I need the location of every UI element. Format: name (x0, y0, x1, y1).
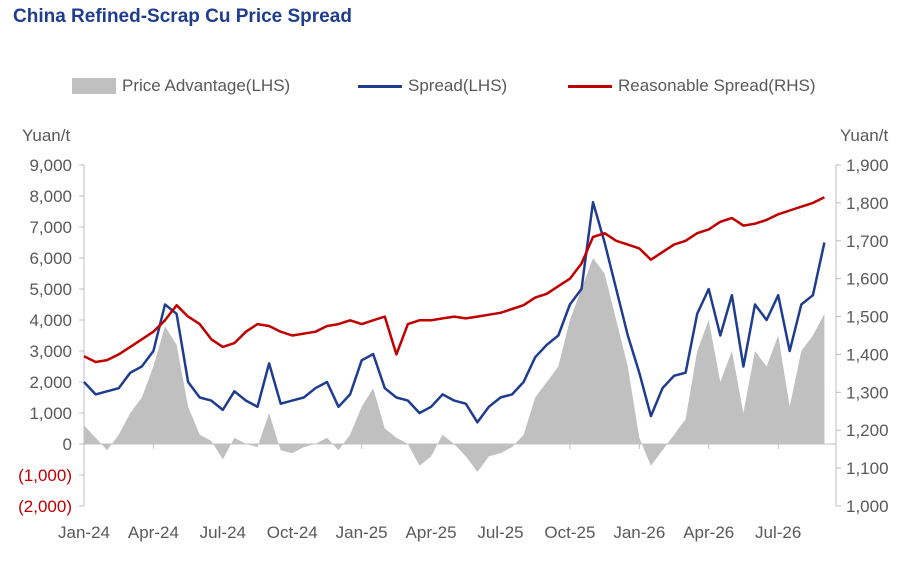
x-tick-label: Apr-26 (683, 523, 734, 542)
x-tick-label: Jul-24 (200, 523, 246, 542)
series-reasonable-spread-line (83, 196, 825, 364)
x-tick-label: Jan-24 (58, 523, 110, 542)
left-tick-label: 2,000 (29, 373, 72, 392)
left-tick-label: 0 (63, 435, 72, 454)
left-tick-label: 5,000 (29, 280, 72, 299)
left-tick-label: 9,000 (29, 156, 72, 175)
right-tick-label: 1,400 (846, 345, 889, 364)
legend-item-spread: Spread(LHS) (358, 76, 507, 96)
left-tick-label: 6,000 (29, 249, 72, 268)
x-tick-label: Apr-25 (406, 523, 457, 542)
right-tick-label: 1,700 (846, 232, 889, 251)
chart-title: China Refined-Scrap Cu Price Spread (13, 6, 352, 27)
right-tick-label: 1,600 (846, 270, 889, 289)
legend-label-price-advantage: Price Advantage(LHS) (122, 76, 291, 95)
x-tick-label: Jul-26 (755, 523, 801, 542)
x-tick-label: Oct-24 (267, 523, 318, 542)
legend-item-price-advantage: Price Advantage(LHS) (72, 76, 290, 96)
left-tick-label: 3,000 (29, 342, 72, 361)
right-axis-unit: Yuan/t (840, 126, 889, 145)
left-tick-label: 1,000 (29, 404, 72, 423)
legend-label-spread: Spread(LHS) (408, 76, 508, 95)
legend-label-reasonable-spread: Reasonable Spread(RHS) (618, 76, 816, 95)
legend-item-reasonable-spread: Reasonable Spread(RHS) (568, 76, 816, 96)
legend-swatch-area (72, 78, 116, 94)
x-tick-label: Apr-24 (128, 523, 179, 542)
right-tick-label: 1,200 (846, 421, 889, 440)
left-tick-label: 4,000 (29, 311, 72, 330)
left-tick-label: (1,000) (18, 466, 72, 485)
x-tick-label: Jan-26 (613, 523, 665, 542)
x-tick-label: Jan-25 (336, 523, 388, 542)
left-axis-unit: Yuan/t (22, 126, 71, 145)
series-price-advantage-area (84, 258, 825, 472)
left-tick-label: 8,000 (29, 187, 72, 206)
right-tick-label: 1,800 (846, 194, 889, 213)
right-tick-label: 1,000 (846, 497, 889, 516)
right-tick-label: 1,500 (846, 308, 889, 327)
right-tick-label: 1,100 (846, 459, 889, 478)
right-tick-label: 1,300 (846, 383, 889, 402)
left-tick-label: 7,000 (29, 218, 72, 237)
legend-swatch-reasonable (568, 84, 612, 88)
x-tick-label: Oct-25 (544, 523, 595, 542)
left-tick-label: (2,000) (18, 497, 72, 516)
x-tick-label: Jul-25 (477, 523, 523, 542)
right-tick-label: 1,900 (846, 156, 889, 175)
series-spread-line (83, 200, 826, 424)
legend: Price Advantage(LHS) Spread(LHS) Reasona… (0, 76, 908, 98)
legend-swatch-spread (358, 84, 402, 88)
